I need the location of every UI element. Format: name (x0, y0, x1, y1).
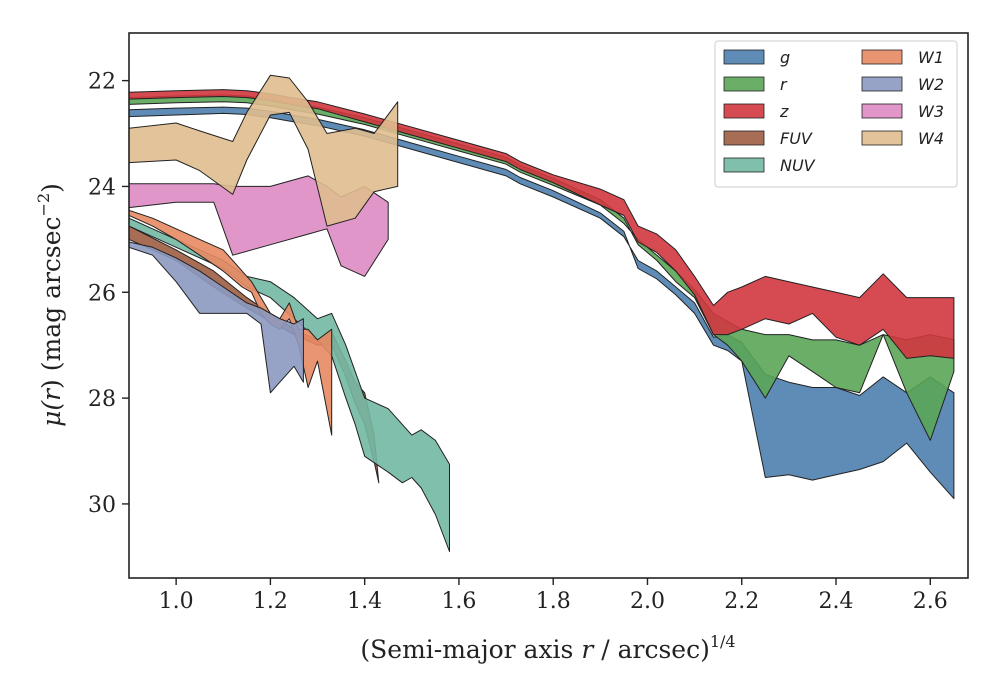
legend: grz FUV NUV W1 W2 W3 W4 (714, 40, 958, 188)
y-tick-label: 26 (88, 281, 116, 306)
legend-label-w1: W1 (918, 48, 944, 67)
x-axis-label: (Semi-major axis r / arcsec)1/4 (360, 632, 735, 664)
x-axis: 1.0 1.2 1.4 1.6 1.8 2.0 2.2 2.4 2.6 (159, 578, 948, 614)
legend-swatch-z (723, 103, 765, 119)
band-w4 (129, 74, 399, 227)
x-tick-label: 1.4 (347, 589, 382, 614)
legend-label-w4: W4 (918, 129, 944, 148)
y-tick-label: 30 (88, 493, 116, 518)
legend-label-nuv: NUV (780, 156, 816, 175)
x-tick-label: 2.2 (724, 589, 759, 614)
y-tick-label: 28 (88, 387, 116, 412)
y-tick-label: 24 (88, 175, 116, 200)
legend-label-w2: W2 (918, 75, 944, 94)
legend-swatch-w3 (861, 103, 903, 119)
legend-label-w3: W3 (918, 102, 944, 121)
band-z (129, 89, 955, 359)
x-tick-label: 1.8 (536, 589, 571, 614)
legend-swatch-w1 (861, 49, 903, 65)
legend-swatch-fuv (723, 130, 765, 146)
legend-swatch-g (723, 49, 765, 65)
legend-swatch-w4 (861, 130, 903, 146)
x-axis-label-unit: / arcsec) (593, 635, 710, 664)
x-tick-label: 2.6 (913, 589, 948, 614)
bands-layer (129, 74, 955, 552)
x-tick-label: 1.6 (441, 589, 476, 614)
legend-label-r: r (780, 75, 788, 94)
y-axis-label: μ(r) (mag arcsec−2) (34, 183, 66, 427)
y-axis-label-unit: ) (mag arcsec (37, 216, 66, 389)
band-g (129, 106, 955, 500)
x-tick-label: 2.4 (819, 589, 854, 614)
x-tick-label: 1.2 (253, 589, 288, 614)
x-axis-label-var: r (581, 635, 595, 664)
plot-frame (128, 32, 969, 579)
x-tick-label: 2.0 (630, 589, 665, 614)
y-axis-label-var: r (37, 387, 66, 401)
legend-swatch-r (723, 76, 765, 92)
x-axis-label-text: (Semi-major axis (360, 635, 581, 664)
y-axis: 22 24 26 28 30 (88, 70, 129, 518)
band-w2 (129, 241, 304, 394)
x-tick-label: 1.0 (159, 589, 194, 614)
y-tick-label: 22 (88, 70, 116, 95)
legend-label-fuv: FUV (780, 129, 813, 148)
x-axis-label-exp: 1/4 (710, 632, 736, 651)
legend-swatch-w2 (861, 76, 903, 92)
legend-label-z: z (779, 102, 789, 121)
y-axis-label-text: μ( (37, 400, 66, 427)
legend-label-g: g (780, 48, 790, 67)
y-axis-label-exp: −2 (34, 193, 53, 217)
y-axis-label-close: ) (37, 183, 66, 193)
legend-swatch-nuv (723, 157, 765, 173)
